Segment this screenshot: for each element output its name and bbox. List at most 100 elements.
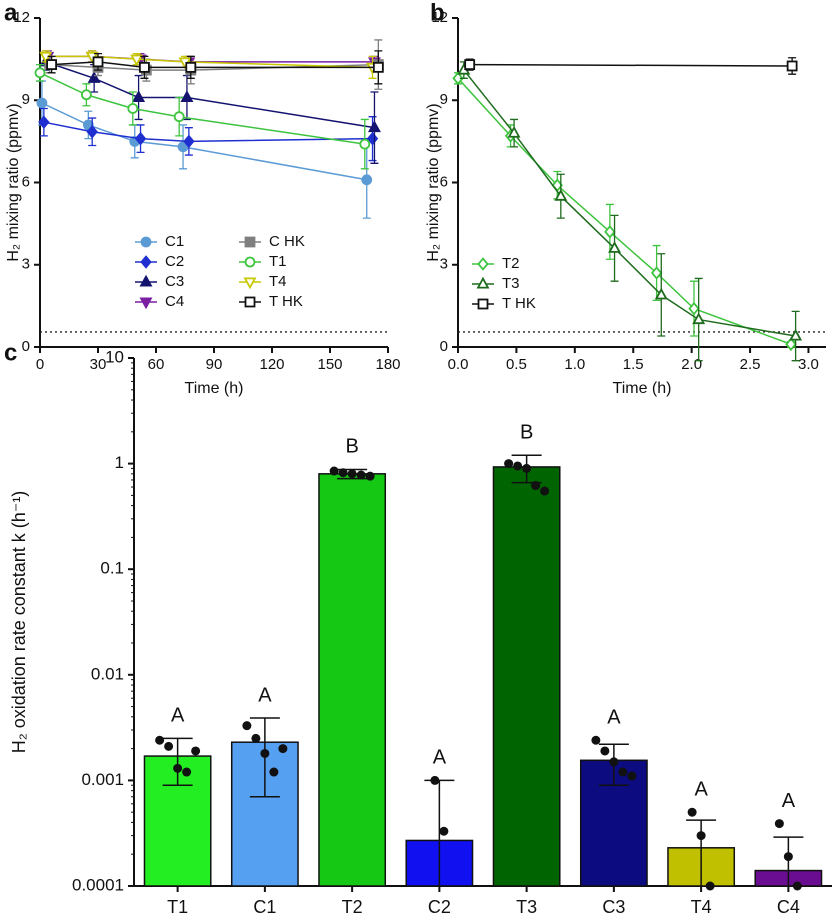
x-tick-label: 0 — [36, 356, 44, 373]
data-point — [269, 767, 279, 777]
y-axis-title: H₂ mixing ratio (ppmv) — [425, 103, 442, 261]
y-tick-label: 9 — [22, 91, 30, 108]
x-tick-label: 30 — [90, 356, 107, 373]
x-tick-label: C2 — [428, 897, 451, 917]
legend-label: C HK — [269, 233, 305, 250]
data-point — [347, 469, 357, 479]
data-point — [338, 468, 348, 478]
data-point — [182, 767, 192, 777]
marker — [786, 60, 798, 72]
significance-letter: A — [607, 707, 621, 729]
marker — [177, 141, 189, 153]
x-tick-label: 150 — [317, 356, 342, 373]
data-point — [365, 471, 375, 481]
marker — [507, 125, 521, 138]
x-tick-label: 180 — [375, 356, 400, 373]
x-tick-label: T3 — [516, 897, 537, 917]
data-point — [705, 881, 715, 891]
marker — [477, 257, 489, 271]
bar — [318, 473, 387, 887]
error-bar — [773, 836, 804, 886]
marker — [173, 111, 185, 123]
marker — [692, 312, 706, 325]
legend-label: T3 — [502, 275, 520, 292]
y-tick-label: 9 — [440, 91, 448, 108]
significance-letter: A — [782, 790, 796, 812]
x-tick-label: T1 — [167, 897, 188, 917]
y-tick-label: 0 — [22, 338, 30, 355]
error-bar — [162, 737, 193, 786]
marker — [359, 138, 371, 150]
marker — [185, 61, 197, 73]
marker — [39, 51, 53, 64]
data-point — [329, 466, 339, 476]
data-point — [251, 733, 261, 743]
data-point — [618, 767, 628, 777]
data-point — [356, 470, 366, 480]
y-tick-label: 0.001 — [81, 770, 124, 789]
legend-label: C2 — [165, 253, 184, 270]
marker — [38, 115, 50, 129]
data-point — [522, 463, 532, 473]
y-tick-label: 0.01 — [91, 664, 124, 683]
marker — [452, 71, 464, 86]
panel-label: b — [430, 0, 445, 26]
data-point — [164, 741, 174, 751]
y-axis-title: H₂ mixing ratio (ppmv) — [5, 103, 22, 261]
x-tick-label: 1.5 — [623, 356, 644, 373]
marker — [608, 241, 622, 253]
marker — [477, 298, 489, 310]
y-tick-label: 3 — [22, 256, 30, 273]
data-point — [531, 481, 541, 491]
significance-letter: B — [345, 436, 358, 458]
data-point — [155, 735, 165, 745]
data-point — [504, 459, 514, 469]
y-tick-label: 6 — [22, 173, 30, 190]
marker — [134, 131, 147, 146]
data-point — [173, 763, 183, 773]
y-tick-label: 6 — [440, 173, 448, 190]
data-point — [430, 775, 440, 785]
data-point — [609, 757, 619, 767]
data-point — [191, 746, 201, 756]
marker — [138, 61, 150, 73]
marker — [34, 67, 46, 79]
marker — [367, 120, 381, 133]
data-point — [260, 748, 270, 758]
legend-label: T1 — [269, 253, 287, 270]
legend-label: T HK — [269, 293, 303, 310]
panel-label: a — [4, 0, 18, 26]
marker — [183, 134, 195, 149]
marker — [130, 54, 144, 67]
data-point — [783, 852, 793, 862]
y-tick-label: 0.1 — [100, 559, 124, 578]
marker — [372, 61, 384, 73]
data-point — [439, 826, 449, 836]
x-tick-label: 60 — [148, 356, 165, 373]
legend-label: T HK — [502, 295, 536, 312]
marker — [140, 255, 152, 269]
data-point — [774, 819, 784, 829]
y-tick-label: 3 — [440, 256, 448, 273]
significance-letter: A — [258, 684, 272, 706]
marker — [132, 90, 146, 103]
x-tick-label: C1 — [253, 897, 276, 917]
marker — [464, 59, 476, 71]
data-point — [696, 831, 706, 841]
x-tick-label: C3 — [602, 897, 625, 917]
marker — [650, 266, 663, 280]
marker — [243, 277, 257, 290]
marker — [789, 328, 803, 341]
marker — [36, 97, 48, 109]
x-tick-label: 0.5 — [506, 356, 527, 373]
marker — [127, 103, 139, 114]
x-tick-label: 0.0 — [448, 356, 469, 373]
marker — [87, 71, 101, 83]
y-tick-label: 10 — [105, 347, 124, 366]
marker — [604, 225, 616, 239]
legend-label: T4 — [269, 273, 287, 290]
data-point — [627, 771, 637, 781]
legend-label: C1 — [165, 233, 184, 250]
